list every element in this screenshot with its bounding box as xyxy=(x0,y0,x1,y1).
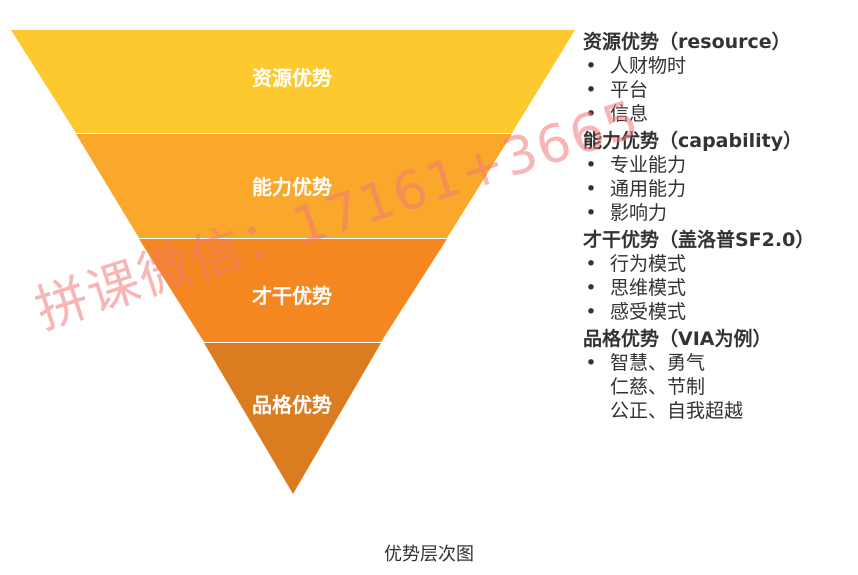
list-item: • 行为模式 xyxy=(585,253,687,275)
group-resource: 资源优势（resource） • 人财物时 • 平台 • 信息 xyxy=(583,30,853,126)
group-title-capability: 能力优势（capability） xyxy=(583,130,803,152)
list-item: • 影响力 xyxy=(585,202,668,224)
list-item: 公正、自我超越 xyxy=(610,400,744,422)
pyramid-layer-character xyxy=(204,343,381,494)
list-item: • 智慧、勇气 xyxy=(585,352,706,374)
list-item: • 人财物时 xyxy=(585,55,687,77)
group-title-resource: 资源优势（resource） xyxy=(583,31,791,53)
list-item: • 信息 xyxy=(585,103,649,125)
pyramid-layer-resource xyxy=(11,30,575,133)
layer-label-character: 品格优势 xyxy=(252,393,332,417)
advantage-details-panel: 资源优势（resource） • 人财物时 • 平台 • 信息 能力优势（capabi… xyxy=(583,30,853,426)
figure-caption: 优势层次图 xyxy=(384,544,474,565)
group-capability: 能力优势（capability） • 专业能力 • 通用能力 • 影响力 xyxy=(583,129,853,225)
layer-label-capability: 能力优势 xyxy=(252,175,332,199)
inverted-pyramid-diagram xyxy=(11,30,575,494)
list-item: • 通用能力 xyxy=(585,178,687,200)
list-item: • 平台 xyxy=(585,79,649,101)
group-talent: 才干优势（盖洛普SF2.0） • 行为模式 • 思维模式 • 感受模式 xyxy=(583,228,853,324)
pyramid-layer-talent xyxy=(139,239,447,342)
list-item: 仁慈、节制 xyxy=(610,376,706,398)
list-item: • 感受模式 xyxy=(585,301,687,323)
group-character: 品格优势（VIA为例） • 智慧、勇气 仁慈、节制 公正、自我超越 xyxy=(583,327,853,423)
list-item: • 专业能力 xyxy=(585,154,687,176)
layer-label-talent: 才干优势 xyxy=(252,284,332,308)
group-title-talent: 才干优势（盖洛普SF2.0） xyxy=(583,229,815,251)
layer-label-resource: 资源优势 xyxy=(252,66,332,90)
list-item: • 思维模式 xyxy=(585,277,687,299)
group-title-character: 品格优势（VIA为例） xyxy=(583,328,772,350)
pyramid-layer-capability xyxy=(76,134,512,238)
